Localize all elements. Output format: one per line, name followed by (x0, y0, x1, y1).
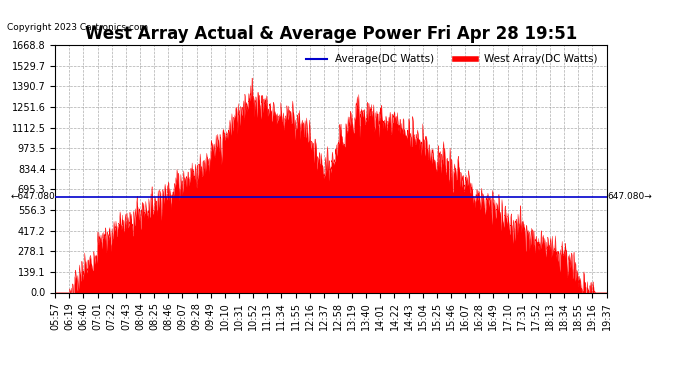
Text: 647.080→: 647.080→ (607, 192, 652, 201)
Legend: Average(DC Watts), West Array(DC Watts): Average(DC Watts), West Array(DC Watts) (302, 50, 602, 69)
Title: West Array Actual & Average Power Fri Apr 28 19:51: West Array Actual & Average Power Fri Ap… (85, 26, 578, 44)
Text: ←647.080: ←647.080 (10, 192, 55, 201)
Text: Copyright 2023 Cartronics.com: Copyright 2023 Cartronics.com (7, 22, 148, 32)
